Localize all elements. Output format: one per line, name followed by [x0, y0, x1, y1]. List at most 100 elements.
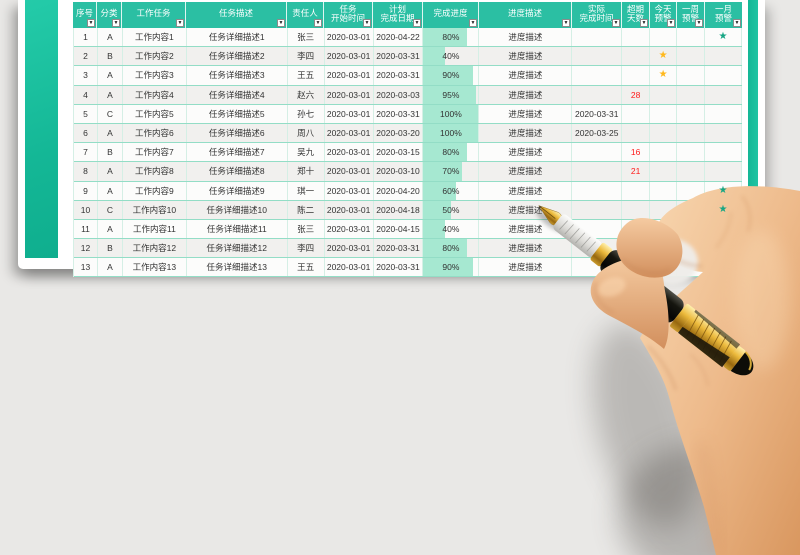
cell-month[interactable] — [705, 162, 742, 181]
cell-week[interactable] — [677, 123, 706, 143]
filter-dropdown-icon[interactable]: ▼ — [612, 19, 620, 27]
cell-pdesc[interactable]: 进度描述 — [479, 85, 573, 104]
cell-today[interactable] — [650, 143, 678, 162]
cell-owner[interactable]: 郑十 — [288, 162, 325, 181]
cell-start[interactable]: 2020-03-01 — [325, 239, 374, 258]
cell-pct[interactable]: 100% — [423, 104, 480, 123]
cell-today[interactable]: ★ — [650, 47, 678, 66]
cell-actual[interactable]: 2020-03-31 — [572, 104, 623, 123]
cell-cat[interactable]: A — [98, 181, 123, 200]
cell-pct[interactable]: 90% — [423, 258, 480, 277]
cell-owner[interactable]: 王五 — [288, 66, 325, 85]
cell-month[interactable] — [705, 104, 742, 123]
cell-pdesc[interactable]: 进度描述 — [479, 258, 573, 277]
cell-cat[interactable]: C — [98, 200, 123, 219]
cell-owner[interactable]: 赵六 — [288, 85, 325, 104]
cell-overdue[interactable]: 21 — [622, 162, 651, 181]
cell-due[interactable]: 2020-03-03 — [374, 85, 424, 104]
cell-start[interactable]: 2020-03-01 — [325, 28, 374, 47]
cell-owner[interactable]: 琪一 — [288, 181, 325, 200]
cell-start[interactable]: 2020-03-01 — [325, 143, 374, 162]
cell-desc[interactable]: 任务详细描述3 — [187, 66, 288, 85]
cell-desc[interactable]: 任务详细描述6 — [187, 123, 288, 143]
cell-overdue[interactable] — [622, 123, 651, 143]
cell-pct[interactable]: 40% — [423, 47, 480, 66]
cell-start[interactable]: 2020-03-01 — [325, 219, 374, 239]
cell-overdue[interactable] — [622, 28, 651, 47]
cell-owner[interactable]: 吴九 — [288, 143, 325, 162]
cell-overdue[interactable] — [622, 181, 651, 200]
cell-due[interactable]: 2020-04-15 — [374, 219, 424, 239]
cell-today[interactable] — [650, 162, 678, 181]
cell-cat[interactable]: A — [98, 85, 123, 104]
cell-month[interactable]: ★ — [705, 181, 742, 200]
cell-task[interactable]: 工作内容2 — [123, 47, 187, 66]
filter-dropdown-icon[interactable]: ▼ — [413, 19, 421, 27]
cell-task[interactable]: 工作内容4 — [123, 85, 187, 104]
cell-overdue[interactable] — [622, 66, 651, 85]
cell-today[interactable] — [650, 258, 678, 277]
cell-cat[interactable]: A — [98, 66, 123, 85]
cell-week[interactable] — [677, 219, 706, 239]
cell-overdue[interactable] — [622, 200, 651, 219]
cell-start[interactable]: 2020-03-01 — [325, 104, 374, 123]
cell-pdesc[interactable]: 进度描述 — [479, 219, 573, 239]
cell-owner[interactable]: 孙七 — [288, 104, 325, 123]
cell-pdesc[interactable]: 进度描述 — [479, 143, 573, 162]
cell-week[interactable] — [677, 66, 706, 85]
cell-due[interactable]: 2020-03-20 — [374, 123, 424, 143]
cell-pdesc[interactable]: 进度描述 — [479, 66, 573, 85]
filter-dropdown-icon[interactable]: ▼ — [733, 19, 741, 27]
cell-week[interactable] — [677, 28, 706, 47]
cell-start[interactable]: 2020-03-01 — [325, 123, 374, 143]
cell-task[interactable]: 工作内容6 — [123, 123, 187, 143]
cell-start[interactable]: 2020-03-01 — [325, 258, 374, 277]
cell-pct[interactable]: 60% — [423, 181, 480, 200]
cell-no[interactable]: 4 — [74, 85, 98, 104]
cell-overdue[interactable] — [622, 258, 651, 277]
cell-week[interactable] — [677, 162, 706, 181]
cell-month[interactable] — [705, 47, 742, 66]
cell-month[interactable] — [705, 85, 742, 104]
filter-dropdown-icon[interactable]: ▼ — [363, 19, 371, 27]
cell-task[interactable]: 工作内容7 — [123, 143, 187, 162]
filter-dropdown-icon[interactable]: ▼ — [87, 19, 95, 27]
cell-overdue[interactable] — [622, 219, 651, 239]
cell-start[interactable]: 2020-03-01 — [325, 47, 374, 66]
cell-task[interactable]: 工作内容8 — [123, 162, 187, 181]
cell-desc[interactable]: 任务详细描述4 — [187, 85, 288, 104]
cell-actual[interactable] — [572, 200, 623, 219]
cell-pdesc[interactable]: 进度描述 — [479, 200, 573, 219]
cell-week[interactable] — [677, 47, 706, 66]
cell-owner[interactable]: 李四 — [288, 47, 325, 66]
cell-task[interactable]: 工作内容13 — [123, 258, 187, 277]
cell-no[interactable]: 12 — [74, 239, 98, 258]
cell-no[interactable]: 9 — [74, 181, 98, 200]
cell-today[interactable] — [650, 239, 678, 258]
cell-cat[interactable]: C — [98, 104, 123, 123]
cell-owner[interactable]: 张三 — [288, 28, 325, 47]
cell-cat[interactable]: A — [98, 123, 123, 143]
cell-today[interactable] — [650, 181, 678, 200]
cell-month[interactable] — [705, 123, 742, 143]
cell-pct[interactable]: 95% — [423, 85, 480, 104]
filter-dropdown-icon[interactable]: ▼ — [640, 19, 648, 27]
cell-due[interactable]: 2020-04-18 — [374, 200, 424, 219]
cell-today[interactable] — [650, 85, 678, 104]
cell-due[interactable]: 2020-04-22 — [374, 28, 424, 47]
cell-pct[interactable]: 90% — [423, 66, 480, 85]
filter-dropdown-icon[interactable]: ▼ — [314, 19, 322, 27]
cell-pct[interactable]: 80% — [423, 143, 480, 162]
cell-overdue[interactable] — [622, 239, 651, 258]
cell-cat[interactable]: B — [98, 239, 123, 258]
cell-due[interactable]: 2020-03-10 — [374, 162, 424, 181]
cell-today[interactable] — [650, 200, 678, 219]
cell-desc[interactable]: 任务详细描述8 — [187, 162, 288, 181]
cell-owner[interactable]: 陈二 — [288, 200, 325, 219]
cell-due[interactable]: 2020-04-20 — [374, 181, 424, 200]
cell-no[interactable]: 10 — [74, 200, 98, 219]
cell-pct[interactable]: 80% — [423, 28, 480, 47]
cell-month[interactable] — [705, 219, 742, 239]
cell-today[interactable] — [650, 219, 678, 239]
filter-dropdown-icon[interactable]: ▼ — [176, 19, 184, 27]
